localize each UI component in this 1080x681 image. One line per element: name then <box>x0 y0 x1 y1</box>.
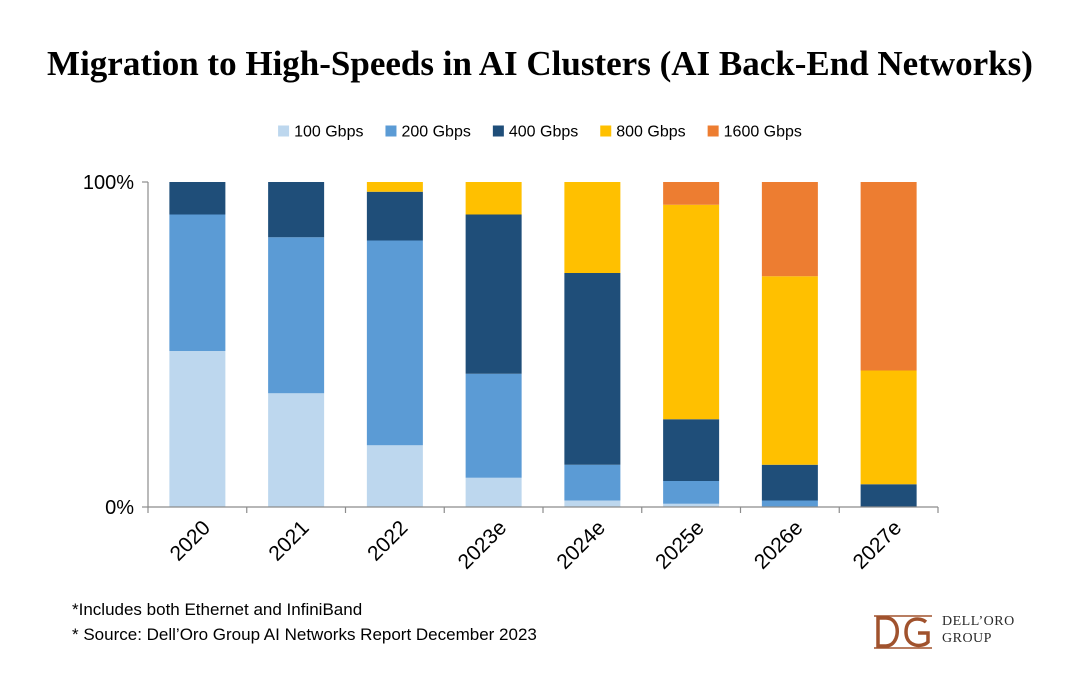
bar-2020-100-gbps <box>169 351 226 507</box>
bar-2024e-400-gbps <box>564 273 621 465</box>
bar-2025e-400-gbps <box>663 419 720 481</box>
legend-item-400-gbps: 400 Gbps <box>492 124 578 141</box>
legend-label-200-gbps: 200 Gbps <box>401 124 470 141</box>
bar-2020-200-gbps <box>169 214 226 351</box>
bar-2021-100-gbps <box>268 393 325 507</box>
bar-stack-2027e <box>860 182 917 507</box>
x-tick-label-2023e: 2023e <box>454 516 512 574</box>
legend-swatch-100-gbps <box>278 125 290 137</box>
legend-item-1600-gbps: 1600 Gbps <box>707 124 802 141</box>
chart-title: Migration to High-Speeds in AI Clusters … <box>47 44 1033 83</box>
y-tick-label: 100% <box>83 172 134 194</box>
bar-2023e-400-gbps <box>465 214 522 374</box>
legend-item-200-gbps: 200 Gbps <box>385 124 471 141</box>
legend-label-100-gbps: 100 Gbps <box>294 124 363 141</box>
bar-2025e-800-gbps <box>663 204 720 420</box>
bar-stack-2022 <box>366 182 423 507</box>
bar-2025e-100-gbps <box>663 503 720 507</box>
bar-2027e-1600-gbps <box>860 182 917 371</box>
legend-swatch-1600-gbps <box>707 125 719 137</box>
bar-stack-2020 <box>169 182 226 507</box>
bar-2020-400-gbps <box>169 182 226 215</box>
legend-label-1600-gbps: 1600 Gbps <box>724 124 802 141</box>
legend-label-800-gbps: 800 Gbps <box>616 124 685 141</box>
x-tick-label-2021: 2021 <box>264 516 313 565</box>
x-tick-label-2022: 2022 <box>363 516 412 565</box>
logo-text-line2: GROUP <box>942 631 992 646</box>
x-tick-label-2026e: 2026e <box>750 516 808 574</box>
bar-2022-200-gbps <box>366 240 423 446</box>
x-tick-label-2020: 2020 <box>166 516 215 565</box>
x-tick-label-2025e: 2025e <box>651 516 709 574</box>
bar-2023e-100-gbps <box>465 477 522 507</box>
bar-2024e-800-gbps <box>564 182 621 273</box>
footnote-source: * Source: Dell’Oro Group AI Networks Rep… <box>72 625 537 644</box>
logo-text-line1: DELL’ORO <box>942 614 1015 629</box>
delloro-logo: DELL’ORO GROUP <box>872 612 1022 652</box>
bar-2027e-400-gbps <box>860 484 917 507</box>
bar-2022-400-gbps <box>366 191 423 241</box>
legend-item-100-gbps: 100 Gbps <box>278 124 363 141</box>
legend-swatch-200-gbps <box>385 125 397 137</box>
bar-2026e-1600-gbps <box>761 182 818 277</box>
bar-2022-100-gbps <box>366 445 423 507</box>
bar-stack-2021 <box>268 182 325 507</box>
legend-swatch-800-gbps <box>600 125 612 137</box>
bar-2024e-100-gbps <box>564 500 621 507</box>
legend-label-400-gbps: 400 Gbps <box>509 124 578 141</box>
bar-area <box>169 182 917 507</box>
bar-2027e-800-gbps <box>860 370 917 485</box>
bar-2021-400-gbps <box>268 182 325 238</box>
bar-2024e-200-gbps <box>564 464 621 501</box>
legend-item-800-gbps: 800 Gbps <box>600 124 686 141</box>
bar-2025e-200-gbps <box>663 481 720 504</box>
bar-2021-200-gbps <box>268 237 325 394</box>
x-tick-label-2024e: 2024e <box>552 516 610 574</box>
bar-2025e-1600-gbps <box>663 182 720 205</box>
bar-stack-2024e <box>564 182 621 507</box>
bar-2026e-800-gbps <box>761 276 818 465</box>
legend-swatch-400-gbps <box>492 125 504 137</box>
bar-2026e-200-gbps <box>761 500 818 507</box>
bar-stack-2025e <box>663 182 720 507</box>
legend: 100 Gbps 200 Gbps 400 Gbps 800 Gbps 1600 Gbp… <box>278 124 802 141</box>
delloro-logo-mark-icon <box>874 615 932 649</box>
bar-stack-2026e <box>761 182 818 507</box>
footnote-includes: *Includes both Ethernet and InfiniBand <box>72 600 363 619</box>
bar-2023e-800-gbps <box>465 182 522 215</box>
y-tick-label: 0% <box>105 497 134 519</box>
bar-2023e-200-gbps <box>465 373 522 478</box>
bar-2022-800-gbps <box>366 182 423 192</box>
x-tick-label-2027e: 2027e <box>849 516 907 574</box>
bar-stack-2023e <box>465 182 522 507</box>
bar-2026e-400-gbps <box>761 464 818 501</box>
stacked-bar-chart: 100 Gbps 200 Gbps 400 Gbps 800 Gbps 1600 Gbp… <box>83 124 939 574</box>
